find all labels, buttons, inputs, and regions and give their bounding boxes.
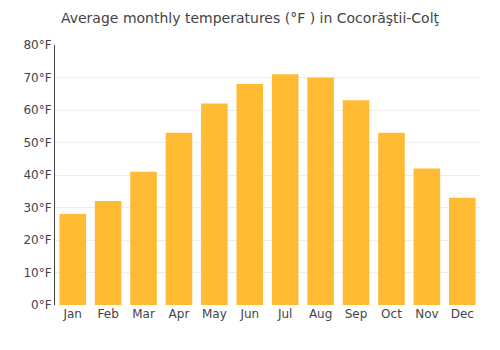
svg-text:Jun: Jun (239, 307, 259, 321)
svg-text:Sep: Sep (345, 307, 368, 321)
svg-text:40°F: 40°F (23, 168, 51, 182)
svg-text:Dec: Dec (451, 307, 474, 321)
svg-text:80°F: 80°F (23, 38, 51, 52)
svg-text:Oct: Oct (381, 307, 402, 321)
svg-text:10°F: 10°F (23, 266, 51, 280)
svg-text:Mar: Mar (132, 307, 155, 321)
svg-text:Average monthly temperatures (: Average monthly temperatures (°F ) in Co… (61, 10, 440, 26)
svg-text:0°F: 0°F (31, 298, 52, 312)
svg-text:Feb: Feb (98, 307, 119, 321)
svg-text:20°F: 20°F (23, 233, 51, 247)
svg-text:Jan: Jan (62, 307, 82, 321)
svg-text:Nov: Nov (415, 307, 438, 321)
svg-text:May: May (202, 307, 227, 321)
svg-text:50°F: 50°F (23, 136, 51, 150)
svg-text:70°F: 70°F (23, 71, 51, 85)
svg-text:Jul: Jul (277, 307, 292, 321)
svg-text:30°F: 30°F (23, 201, 51, 215)
svg-text:Apr: Apr (169, 307, 190, 321)
svg-text:60°F: 60°F (23, 103, 51, 117)
svg-text:Aug: Aug (309, 307, 332, 321)
